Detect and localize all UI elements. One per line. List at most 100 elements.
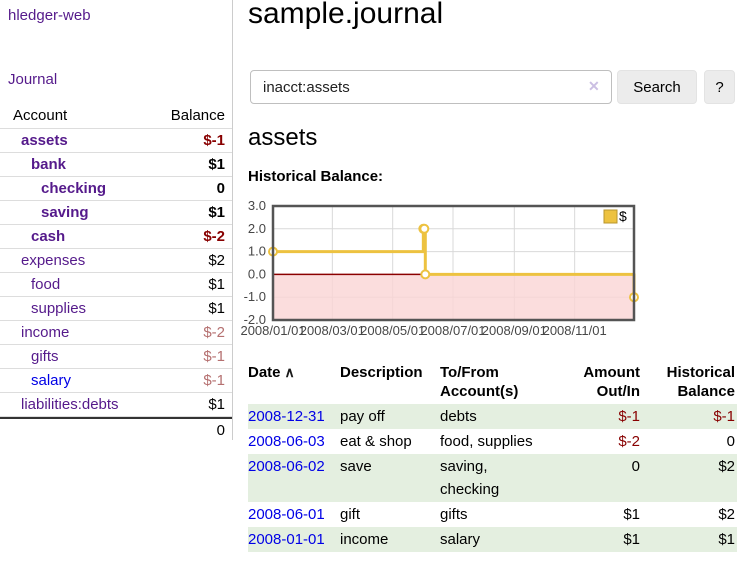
date-column-header[interactable]: Date ∧ [248,364,295,381]
account-row-assets: assets $-1 [0,129,232,153]
account-row-supplies: supplies $1 [0,297,232,321]
sidebar-divider [232,0,233,440]
transaction-balance: $2 [642,454,737,502]
account-row-saving: saving $1 [0,201,232,225]
amount-column-header: Amount Out/In [583,364,640,400]
chart-canvas: 3.0 2.0 1.0 0.0 -1.0 -2.02008/01/012008/03/01… [240,198,639,338]
transaction-description: pay off [340,404,440,429]
balance-column-header: Historical Balance [666,364,735,400]
account-row-income: income $-2 [0,321,232,345]
register-row: 2008-01-01 income salary $1 $1 [248,527,737,552]
account-balance: $-2 [203,324,225,341]
transaction-amount: $1 [623,506,640,523]
svg-text:2008/03/01: 2008/03/01 [300,323,365,338]
account-link[interactable]: bank [31,156,67,173]
svg-text:-2.0: -2.0 [244,312,266,327]
description-column-header: Description [340,364,423,381]
svg-text:1.0: 1.0 [248,244,266,259]
transaction-date-link[interactable]: 2008-06-02 [248,458,325,475]
register-row: 2008-12-31 pay off debts $-1 $-1 [248,404,737,429]
sort-ascending-icon: ∧ [284,364,295,380]
svg-text:2008/07/01: 2008/07/01 [420,323,485,338]
account-link[interactable]: expenses [21,252,86,269]
transaction-date-link[interactable]: 2008-01-01 [248,531,325,548]
account-link[interactable]: salary [31,372,72,389]
svg-text:2.0: 2.0 [248,221,266,236]
search-input[interactable] [250,70,612,104]
account-balance: $1 [208,276,225,293]
account-link[interactable]: assets [21,132,68,149]
account-row-bank: bank $1 [0,153,232,177]
register-table: Date ∧ Description To/From Account(s) Amo… [248,363,737,552]
account-link[interactable]: cash [31,228,66,245]
svg-text:2008/09/01: 2008/09/01 [482,323,547,338]
svg-text:2008/01/01: 2008/01/01 [240,323,305,338]
transaction-balance: $-1 [642,404,737,429]
account-link[interactable]: food [31,276,61,293]
transaction-balance: 0 [726,433,735,450]
account-balance: $1 [208,300,225,317]
account-total-row: 0 [0,417,232,441]
register-row: 2008-06-02 save saving, checking 0 $2 [248,454,737,502]
clear-search-icon[interactable]: ✕ [588,78,600,94]
account-balance: $-1 [203,372,225,389]
account-link[interactable]: saving [41,204,89,221]
accounts-column-header: To/From Account(s) [440,364,519,400]
chart-title: Historical Balance: [248,168,384,185]
transaction-date-link[interactable]: 2008-06-03 [248,433,325,450]
account-balance: $1 [208,396,225,413]
account-balance: $2 [208,252,225,269]
total-balance: 0 [216,422,225,439]
account-balance: $1 [208,156,225,173]
search-button[interactable]: Search [617,70,697,104]
balance-column-header: Balance [170,107,225,124]
svg-text:2008/11/01: 2008/11/01 [543,323,607,338]
account-link[interactable]: supplies [31,300,87,317]
account-row-food: food $1 [0,273,232,297]
help-button[interactable]: ? [704,70,735,104]
historical-balance-chart: 3.0 2.0 1.0 0.0 -1.0 -2.0 2008/01/01 2008/03/01… [240,198,742,345]
sidebar-item-journal[interactable]: Journal [8,71,58,88]
account-balance: 0 [216,180,225,197]
legend-label: $ [619,208,627,224]
account-balance: $-2 [203,228,225,245]
account-row-salary: salary $-1 [0,369,232,393]
transaction-balance: $1 [642,527,737,552]
register-header-row: Date ∧ Description To/From Account(s) Amo… [248,363,737,404]
account-link[interactable]: income [21,324,70,341]
brand-link[interactable]: hledger-web [8,7,91,24]
transaction-accounts: salary [440,527,558,552]
account-row-gifts: gifts $-1 [0,345,232,369]
transaction-description: gift [340,506,361,523]
transaction-amount: 0 [558,454,642,502]
account-link[interactable]: gifts [31,348,59,365]
svg-text:3.0: 3.0 [248,198,266,213]
transaction-amount: $-2 [618,433,640,450]
account-row-cash: cash $-2 [0,225,232,249]
account-link[interactable]: liabilities:debts [21,396,119,413]
page-title: sample.journal [248,0,444,30]
transaction-date-link[interactable]: 2008-12-31 [248,408,325,425]
account-heading: assets [248,124,318,151]
transaction-description: income [340,527,440,552]
account-table-header: Account Balance [0,103,232,129]
svg-text:2008/05/01: 2008/05/01 [360,323,425,338]
transaction-accounts: gifts [440,506,468,523]
register-row: 2008-06-01 gift gifts $1 $2 [248,502,737,527]
account-row-expenses: expenses $2 [0,249,232,273]
transaction-description: eat & shop [340,433,412,450]
transaction-accounts: saving, checking [440,454,558,502]
account-balance-table: Account Balance assets $-1 bank $1 check… [0,103,232,441]
account-balance: $-1 [203,348,225,365]
account-row-checking: checking 0 [0,177,232,201]
transaction-amount: $1 [558,527,642,552]
transaction-amount: $-1 [558,404,642,429]
transaction-accounts: food, supplies [440,433,533,450]
svg-text:0.0: 0.0 [248,266,266,281]
account-balance: $1 [208,204,225,221]
transaction-accounts: debts [440,404,558,429]
transaction-date-link[interactable]: 2008-06-01 [248,506,325,523]
svg-text:-1.0: -1.0 [244,289,266,304]
account-link[interactable]: checking [41,180,107,197]
